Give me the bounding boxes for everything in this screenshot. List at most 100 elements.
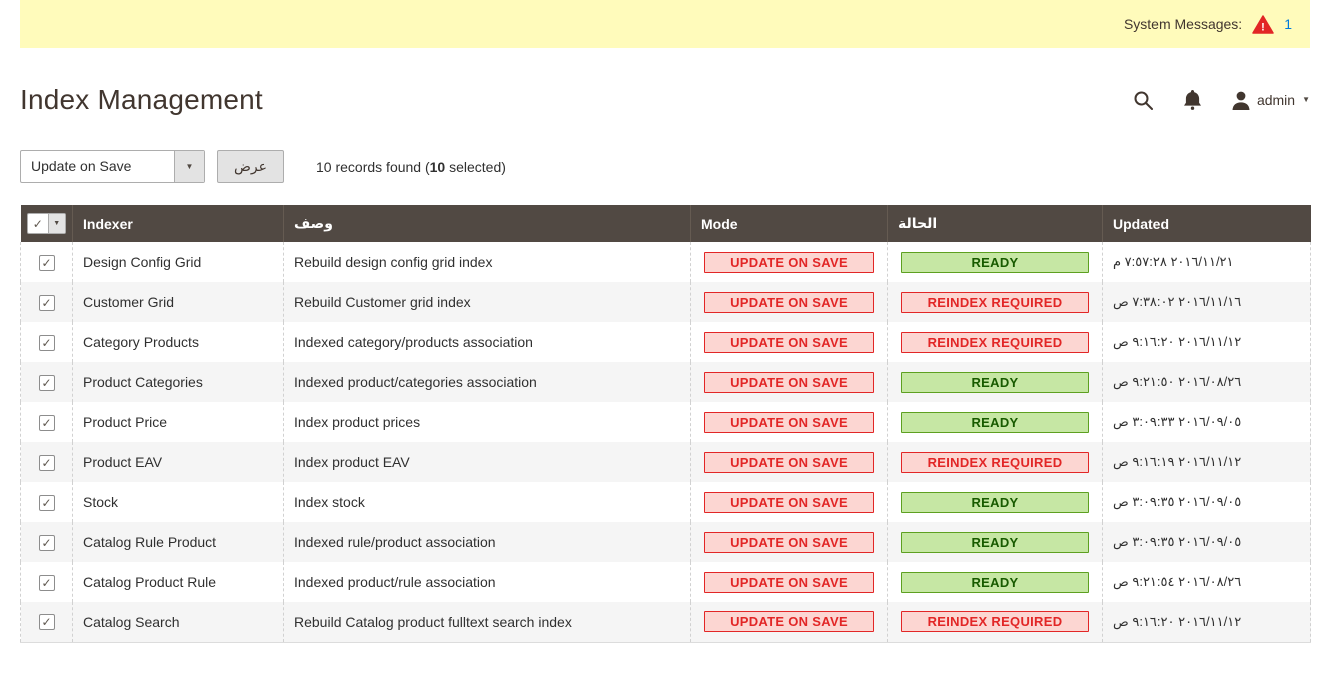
indexer-cell: Catalog Product Rule — [72, 562, 284, 602]
status-badge: REINDEX REQUIRED — [901, 291, 1089, 313]
table-row: ✓ Category Products Indexed category/pro… — [20, 322, 1311, 362]
status-badge: REINDEX REQUIRED — [901, 331, 1089, 353]
description-cell: Index product prices — [283, 402, 691, 442]
status-badge: READY — [901, 251, 1089, 273]
indexer-cell: Category Products — [72, 322, 284, 362]
updated-cell: ٢٠١٦/١١/١٦ ٧:٣٨:٠٢ ص — [1102, 282, 1311, 322]
mode-badge: UPDATE ON SAVE — [704, 411, 874, 433]
table-row: ✓ Design Config Grid Rebuild design conf… — [20, 242, 1311, 282]
row-checkbox[interactable]: ✓ — [38, 254, 55, 271]
table-row: ✓ Catalog Rule Product Indexed rule/prod… — [20, 522, 1311, 562]
table-row: ✓ Catalog Product Rule Indexed product/r… — [20, 562, 1311, 602]
records-selected-count: 10 — [429, 158, 446, 175]
records-summary: 10 records found (10 selected) — [316, 159, 506, 175]
description-cell: Indexed product/categories association — [283, 362, 691, 402]
status-badge: READY — [901, 411, 1089, 433]
index-grid: ✓ ▼ Indexer وصف Mode الحالة Updated ✓ De… — [20, 205, 1311, 643]
row-checkbox[interactable]: ✓ — [38, 614, 55, 631]
mode-badge: UPDATE ON SAVE — [704, 251, 874, 273]
search-icon[interactable] — [1133, 90, 1153, 110]
row-checkbox[interactable]: ✓ — [38, 454, 55, 471]
chevron-down-icon: ▼ — [1302, 95, 1310, 104]
notifications-bell-icon[interactable] — [1183, 90, 1202, 110]
description-cell: Indexed product/rule association — [283, 562, 691, 602]
svg-text:!: ! — [1261, 21, 1265, 33]
description-cell: Rebuild Customer grid index — [283, 282, 691, 322]
table-row: ✓ Product Price Index product prices UPD… — [20, 402, 1311, 442]
records-found-text: 10 records found ( — [316, 158, 430, 175]
submit-button[interactable]: عرض — [217, 150, 285, 183]
updated-cell: ٢٠١٦/٠٨/٢٦ ٩:٢١:٥٠ ص — [1102, 362, 1311, 402]
row-checkbox[interactable]: ✓ — [38, 334, 55, 351]
updated-cell: ٢٠١٦/٠٨/٢٦ ٩:٢١:٥٤ ص — [1102, 562, 1311, 602]
mode-select-value: Update on Save — [31, 158, 132, 174]
mode-select[interactable]: Update on Save ▼ — [20, 150, 205, 183]
status-badge: READY — [901, 571, 1089, 593]
select-caret-icon[interactable]: ▼ — [174, 151, 204, 182]
admin-user-menu[interactable]: admin ▼ — [1232, 91, 1310, 110]
indexer-cell: Design Config Grid — [72, 242, 284, 282]
updated-cell: ٢٠١٦/١١/١٢ ٩:١٦:٢٠ ص — [1102, 322, 1311, 362]
updated-cell: ٢٠١٦/٠٩/٠٥ ٣:٠٩:٣٥ ص — [1102, 482, 1311, 522]
select-all-caret-icon[interactable]: ▼ — [47, 214, 65, 233]
page-header: Index Management admin ▼ — [20, 84, 1310, 116]
description-cell: Indexed rule/product association — [283, 522, 691, 562]
col-header-status: الحالة — [887, 205, 1103, 242]
system-messages-count-link[interactable]: 1 — [1284, 16, 1292, 32]
grid-header-row: ✓ ▼ Indexer وصف Mode الحالة Updated — [20, 205, 1311, 242]
description-cell: Index product EAV — [283, 442, 691, 482]
row-checkbox[interactable]: ✓ — [38, 494, 55, 511]
table-row: ✓ Catalog Search Rebuild Catalog product… — [20, 602, 1311, 643]
records-suffix-text: selected) — [445, 158, 506, 175]
col-header-updated: Updated — [1102, 205, 1311, 242]
user-avatar-icon — [1232, 91, 1250, 110]
username: admin — [1256, 92, 1296, 108]
table-row: ✓ Stock Index stock UPDATE ON SAVE READY… — [20, 482, 1311, 522]
col-header-mode: Mode — [690, 205, 888, 242]
indexer-cell: Product EAV — [72, 442, 284, 482]
table-row: ✓ Product Categories Indexed product/cat… — [20, 362, 1311, 402]
page-title: Index Management — [20, 84, 263, 115]
row-checkbox[interactable]: ✓ — [38, 374, 55, 391]
status-badge: READY — [901, 531, 1089, 553]
table-row: ✓ Product EAV Index product EAV UPDATE O… — [20, 442, 1311, 482]
mode-badge: UPDATE ON SAVE — [704, 451, 874, 473]
table-row: ✓ Customer Grid Rebuild Customer grid in… — [20, 282, 1311, 322]
mode-badge: UPDATE ON SAVE — [704, 531, 874, 553]
updated-cell: ٢٠١٦/٠٩/٠٥ ٣:٠٩:٣٣ ص — [1102, 402, 1311, 442]
description-cell: Index stock — [283, 482, 691, 522]
mode-badge: UPDATE ON SAVE — [704, 491, 874, 513]
grid-toolbar: Update on Save ▼ عرض 10 records found (1… — [20, 150, 1310, 183]
system-messages-label: System Messages: — [1123, 16, 1243, 32]
updated-cell: ٢٠١٦/٠٩/٠٥ ٣:٠٩:٣٥ ص — [1102, 522, 1311, 562]
status-badge: READY — [901, 491, 1089, 513]
row-checkbox[interactable]: ✓ — [38, 574, 55, 591]
row-checkbox[interactable]: ✓ — [38, 294, 55, 311]
status-badge: REINDEX REQUIRED — [901, 451, 1089, 473]
updated-cell: ٢٠١٦/١١/١٢ ٩:١٦:١٩ ص — [1102, 442, 1311, 482]
col-header-indexer: Indexer — [72, 205, 284, 242]
indexer-cell: Product Categories — [72, 362, 284, 402]
description-cell: Rebuild Catalog product fulltext search … — [283, 602, 691, 643]
mode-badge: UPDATE ON SAVE — [704, 611, 874, 633]
updated-cell: ٢٠١٦/١١/١٢ ٩:١٦:٢٠ ص — [1102, 602, 1311, 643]
description-cell: Indexed category/products association — [283, 322, 691, 362]
row-checkbox[interactable]: ✓ — [38, 534, 55, 551]
col-header-description: وصف — [283, 205, 691, 242]
warning-triangle-icon[interactable]: ! — [1252, 14, 1274, 34]
indexer-cell: Catalog Rule Product — [72, 522, 284, 562]
mode-badge: UPDATE ON SAVE — [704, 291, 874, 313]
select-all-control[interactable]: ✓ ▼ — [26, 213, 66, 234]
mode-badge: UPDATE ON SAVE — [704, 571, 874, 593]
row-checkbox[interactable]: ✓ — [38, 414, 55, 431]
status-badge: REINDEX REQUIRED — [901, 611, 1089, 633]
system-messages-banner: System Messages: ! 1 — [20, 0, 1310, 48]
status-badge: READY — [901, 371, 1089, 393]
header-actions: admin ▼ — [1133, 90, 1310, 110]
mode-badge: UPDATE ON SAVE — [704, 331, 874, 353]
indexer-cell: Catalog Search — [72, 602, 284, 643]
indexer-cell: Product Price — [72, 402, 284, 442]
select-all-checkbox[interactable]: ✓ — [32, 216, 43, 231]
indexer-cell: Stock — [72, 482, 284, 522]
description-cell: Rebuild design config grid index — [283, 242, 691, 282]
